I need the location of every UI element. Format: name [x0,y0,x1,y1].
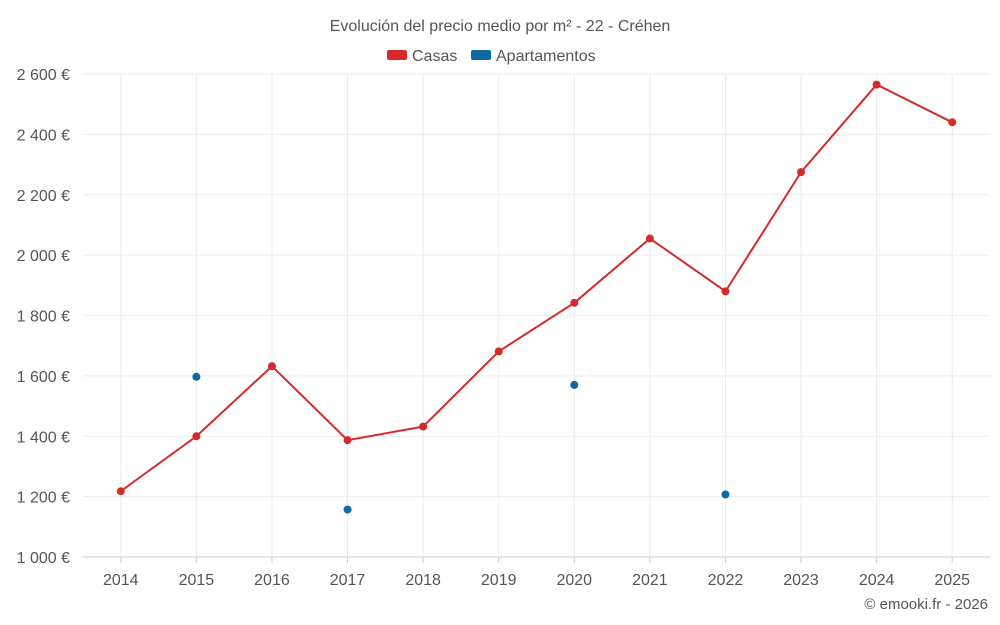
y-tick-label: 1 000 € [17,550,70,567]
legend-swatch-casas [387,50,407,60]
data-point-casas[interactable] [645,234,654,243]
data-point-casas[interactable] [116,487,125,496]
legend-swatch-apartamentos [471,50,491,60]
data-point-casas[interactable] [872,80,881,89]
legend-label-apartamentos: Apartamentos [496,48,596,65]
legend-item-casas[interactable]: Casas [387,48,457,65]
x-axis: 2014 2015 2016 2017 2018 2019 2020 2021 2022 2023… [103,557,970,589]
x-tick-label: 2016 [254,572,290,589]
data-point-casas[interactable] [192,432,201,441]
y-tick-label: 2 000 € [17,248,70,265]
data-point-casas[interactable] [721,287,730,296]
y-tick-label: 2 400 € [17,127,70,144]
data-point-casas[interactable] [570,298,579,307]
x-tick-label: 2025 [934,572,970,589]
credit-text: © emooki.fr - 2026 [864,596,988,613]
x-tick-label: 2024 [859,572,895,589]
data-point-apartamentos[interactable] [570,380,579,389]
chart-title: Evolución del precio medio por m² - 22 -… [330,18,671,35]
x-tick-label: 2019 [481,572,517,589]
data-point-apartamentos[interactable] [192,372,201,381]
y-tick-label: 1 200 € [17,490,70,507]
series-line-casas [120,83,953,493]
x-tick-label: 2015 [179,572,215,589]
data-point-casas[interactable] [343,436,352,445]
y-tick-label: 2 200 € [17,188,70,205]
legend-label-casas: Casas [412,48,457,65]
series-layer [116,80,957,514]
data-point-casas[interactable] [494,347,503,356]
data-point-casas[interactable] [267,362,276,371]
x-tick-label: 2014 [103,572,139,589]
data-point-apartamentos[interactable] [721,490,730,499]
data-point-apartamentos[interactable] [343,505,352,514]
y-tick-label: 1 600 € [17,369,70,386]
y-axis: 1 000 € 1 200 € 1 400 € 1 600 € 1 800 € 2 000… [17,67,70,567]
x-tick-label: 2017 [330,572,366,589]
x-tick-label: 2020 [556,572,592,589]
x-tick-label: 2018 [405,572,441,589]
x-tick-label: 2022 [708,572,744,589]
legend-item-apartamentos[interactable]: Apartamentos [471,48,596,65]
grid [83,73,990,558]
x-tick-label: 2021 [632,572,668,589]
y-tick-label: 1 400 € [17,429,70,446]
y-tick-label: 1 800 € [17,309,70,326]
data-point-casas[interactable] [948,118,957,127]
data-point-casas[interactable] [419,422,428,431]
x-tick-label: 2023 [783,572,819,589]
legend: Casas Apartamentos [387,48,596,65]
y-tick-label: 2 600 € [17,67,70,84]
data-point-casas[interactable] [797,168,806,177]
